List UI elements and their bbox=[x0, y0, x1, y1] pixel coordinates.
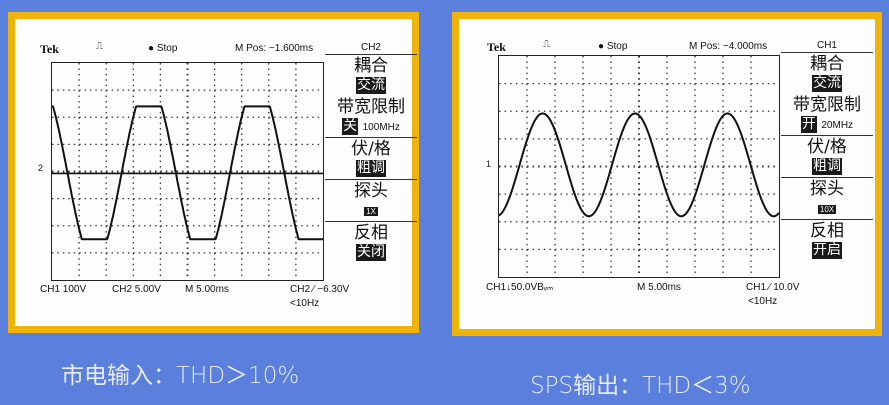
channel-marker: 2 bbox=[38, 163, 44, 173]
menu-channel: CH1 bbox=[816, 40, 837, 51]
vdiv-value: 粗调 bbox=[356, 160, 386, 177]
timebase: M 5.00ms bbox=[637, 282, 681, 293]
invert-value: 关闭 bbox=[356, 244, 386, 261]
graticule bbox=[52, 63, 323, 280]
waveform-trace bbox=[499, 112, 779, 218]
coupling-value: 交流 bbox=[812, 75, 842, 92]
menu-coupling[interactable]: 耦合 交流 bbox=[325, 54, 417, 96]
menu-invert[interactable]: 反相 开启 bbox=[781, 219, 873, 261]
trigger-level: CH2 ∕ −6.30V bbox=[290, 284, 350, 295]
bw-value: 20MHz bbox=[821, 120, 854, 131]
menu-invert[interactable]: 反相 关闭 bbox=[325, 221, 417, 263]
menu-bandwidth[interactable]: 带宽限制关 100MHz bbox=[325, 96, 417, 137]
bw-label: 带宽限制 bbox=[793, 95, 861, 115]
waveform-trace bbox=[52, 105, 323, 241]
ch1-scale: CH1↓50.0VBᵥₘ bbox=[486, 282, 554, 293]
run-state-text: Stop bbox=[606, 41, 628, 52]
coupling-label: 耦合 bbox=[354, 56, 388, 76]
pulse-icon: ⎍ bbox=[543, 39, 550, 50]
ch2-scale: CH2 5.00V bbox=[112, 284, 161, 295]
coupling-value: 交流 bbox=[356, 77, 386, 94]
invert-label: 反相 bbox=[810, 221, 844, 241]
graticule bbox=[499, 56, 779, 277]
bw-state: 关 bbox=[342, 118, 359, 135]
menu-probe[interactable]: 探头 1X bbox=[325, 179, 417, 221]
channel-menu: CH2 耦合 交流 带宽限制关 100MHz 伏/格 粗调 探头 1X 反相 关闭 bbox=[325, 42, 417, 263]
probe-label: 探头 bbox=[354, 181, 388, 201]
mains-input-scope-panel bbox=[8, 12, 419, 333]
caption-mains-input: 市电输入：THD＞10% bbox=[61, 363, 300, 389]
m-pos: M Pos: −1.600ms bbox=[235, 43, 314, 54]
probe-value: 10X bbox=[817, 205, 837, 214]
bw-label: 带宽限制 bbox=[337, 97, 405, 117]
run-state: ● Stop bbox=[148, 43, 178, 54]
vdiv-value: 粗调 bbox=[812, 158, 842, 175]
trigger-level: CH1 ∕ 10.0V bbox=[746, 282, 800, 293]
timebase: M 5.00ms bbox=[185, 284, 229, 295]
probe-label: 探头 bbox=[810, 179, 844, 199]
trigger-frequency: <10Hz bbox=[748, 296, 778, 307]
coupling-label: 耦合 bbox=[810, 54, 844, 74]
ch1-scale: CH1 100V bbox=[40, 284, 87, 295]
bw-state: 开 bbox=[800, 116, 817, 133]
menu-bandwidth[interactable]: 带宽限制开 20MHz bbox=[781, 94, 873, 135]
sps-output-scope-panel bbox=[452, 12, 882, 336]
brand-logo: Tek bbox=[40, 42, 59, 56]
waveform-grid bbox=[51, 62, 324, 281]
trigger-frequency: <10Hz bbox=[290, 298, 320, 309]
menu-probe[interactable]: 探头 10X bbox=[781, 177, 873, 219]
menu-channel: CH2 bbox=[360, 42, 381, 53]
brand-logo: Tek bbox=[487, 40, 506, 54]
probe-value: 1X bbox=[364, 207, 378, 216]
waveform-grid bbox=[498, 55, 780, 278]
menu-coupling[interactable]: 耦合 交流 bbox=[781, 52, 873, 94]
vdiv-label: 伏/格 bbox=[351, 139, 391, 159]
bw-value: 100MHz bbox=[362, 122, 400, 133]
pulse-icon: ⎍ bbox=[96, 41, 103, 52]
m-pos: M Pos: −4.000ms bbox=[689, 41, 768, 52]
channel-marker: 1 bbox=[486, 159, 492, 169]
run-state-text: Stop bbox=[156, 43, 178, 54]
menu-volts-div[interactable]: 伏/格 粗调 bbox=[325, 137, 417, 179]
invert-label: 反相 bbox=[354, 223, 388, 243]
run-state: ● Stop bbox=[598, 41, 628, 52]
caption-sps-output: SPS输出：THD＜3% bbox=[530, 373, 751, 399]
menu-volts-div[interactable]: 伏/格 粗调 bbox=[781, 135, 873, 177]
vdiv-label: 伏/格 bbox=[807, 137, 847, 157]
invert-value: 开启 bbox=[812, 242, 842, 259]
channel-menu: CH1 耦合 交流 带宽限制开 20MHz 伏/格 粗调 探头 10X 反相 开启 bbox=[781, 40, 873, 261]
